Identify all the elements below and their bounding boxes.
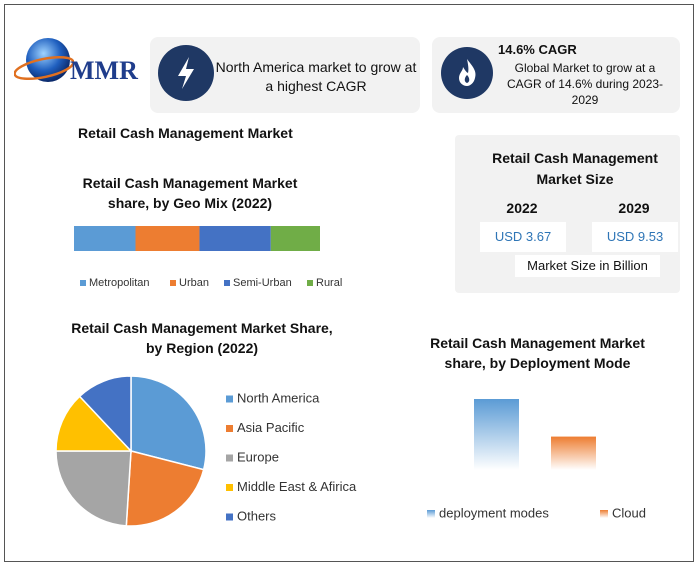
pie-slice [78, 375, 132, 453]
legend-label: Urban [179, 277, 209, 289]
bar-segment [74, 226, 136, 251]
highlight-title: 14.6% CAGR [498, 42, 577, 57]
lightning-icon [158, 45, 214, 101]
year: 2022 [506, 200, 538, 216]
legend-label: Europe [237, 449, 279, 464]
page-title: Retail Cash Management Market [78, 125, 293, 141]
highlight-text: North America market to grow at a highes… [215, 59, 417, 94]
legend-swatch [80, 280, 86, 286]
pie-slice [55, 395, 133, 452]
flame-icon [441, 47, 493, 99]
legend-swatch [226, 395, 233, 403]
legend-label: Cloud [612, 505, 646, 520]
legend-swatch [170, 280, 176, 286]
legend-swatch [226, 454, 233, 462]
logo-text: MMR [70, 56, 138, 85]
legend-swatch [226, 513, 233, 521]
bar [474, 399, 519, 470]
chart-title: Retail Cash Management Market share, by … [82, 175, 298, 211]
legend-label: deployment modes [439, 505, 549, 520]
bar [551, 436, 596, 470]
legend-swatch [226, 425, 233, 432]
market-value: USD 3.67 [480, 222, 566, 252]
chart-title: Retail Cash Management Market Share, by … [71, 320, 333, 356]
frame [4, 4, 694, 562]
legend-swatch [224, 280, 230, 286]
market-size-note: Market Size in Billion [515, 255, 660, 277]
legend-swatch [226, 484, 233, 491]
pie-slice [125, 450, 205, 527]
bar-segment [135, 226, 200, 251]
legend-label: North America [237, 390, 320, 405]
bar-segment [199, 226, 271, 251]
legend-label: Middle East & Afirica [237, 479, 357, 494]
legend-label: Semi-Urban [233, 277, 292, 289]
highlight-text: Global Market to grow at a CAGR of 14.6%… [506, 61, 664, 107]
chart-title: Retail Cash Management Market share, by … [430, 335, 645, 371]
pie-slice [130, 375, 207, 471]
market-value: USD 9.53 [592, 222, 678, 252]
legend-label: Rural [316, 277, 342, 289]
year: 2029 [618, 200, 650, 216]
bar-segment [270, 226, 320, 251]
logo-globe [14, 38, 74, 82]
market-size-title: Retail Cash Management Market Size [492, 150, 658, 187]
legend-swatch [427, 510, 435, 518]
legend-swatch [600, 510, 608, 518]
legend-swatch [307, 280, 313, 286]
legend-label: Metropolitan [89, 277, 150, 289]
legend-label: Asia Pacific [237, 420, 305, 435]
legend-label: Others [237, 508, 277, 523]
pie-slice [55, 450, 132, 527]
